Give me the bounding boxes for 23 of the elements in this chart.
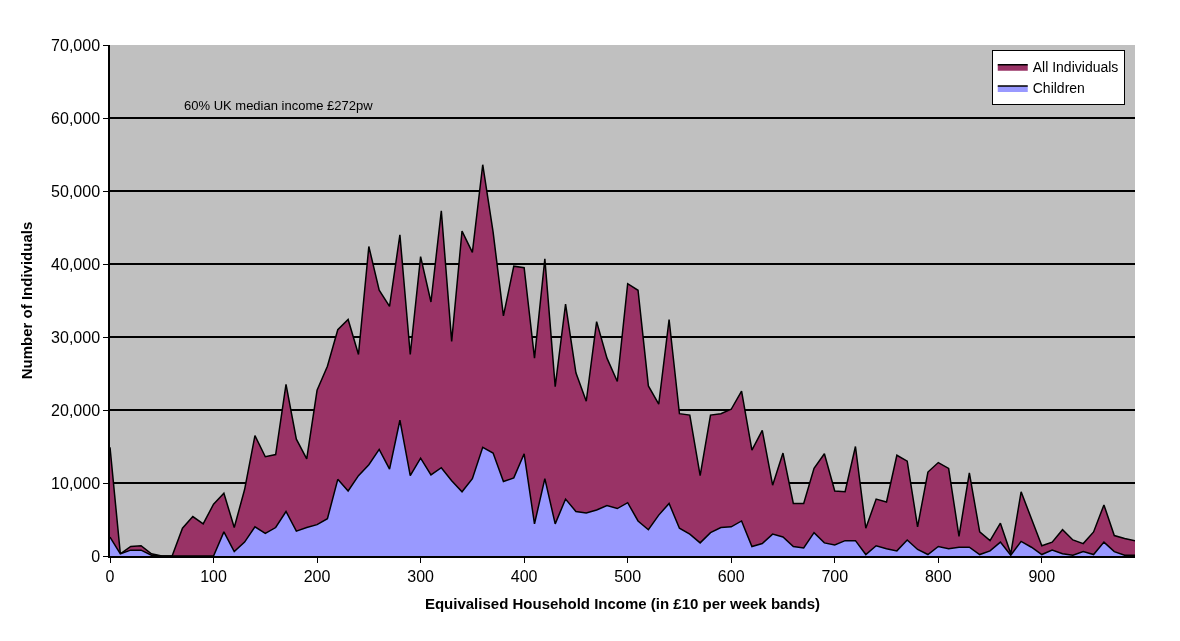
x-tick-label: 200 (303, 567, 331, 585)
y-tick-label: 10,000 (51, 474, 101, 492)
x-tick-label: 500 (614, 567, 642, 585)
x-tick-label: 300 (407, 567, 435, 585)
y-axis-title: Number of Individuals (17, 221, 35, 380)
y-tick-label: 50,000 (51, 182, 101, 200)
x-tick-label: 0 (105, 567, 115, 585)
y-tick-label: 20,000 (51, 401, 101, 419)
x-tick-label: 600 (717, 567, 745, 585)
y-tick-label: 60,000 (51, 109, 101, 127)
y-tick-label: 70,000 (51, 36, 101, 54)
x-tick-label: 100 (200, 567, 227, 585)
x-tick-label: 700 (821, 567, 849, 585)
x-tick-label: 900 (1028, 567, 1056, 585)
y-tick-label: 30,000 (51, 328, 101, 346)
legend-label: All Individuals (1032, 59, 1119, 76)
y-tick-label: 40,000 (51, 255, 101, 273)
x-tick-label: 400 (510, 567, 538, 585)
x-tick-label: 800 (924, 567, 952, 585)
y-tick-label: 0 (91, 547, 101, 565)
x-axis-title: Equivalised Household Income (in £10 per week bands) (424, 595, 821, 613)
legend-label: Children (1032, 80, 1085, 97)
annotation: 60% UK median income £272pw (184, 98, 374, 113)
